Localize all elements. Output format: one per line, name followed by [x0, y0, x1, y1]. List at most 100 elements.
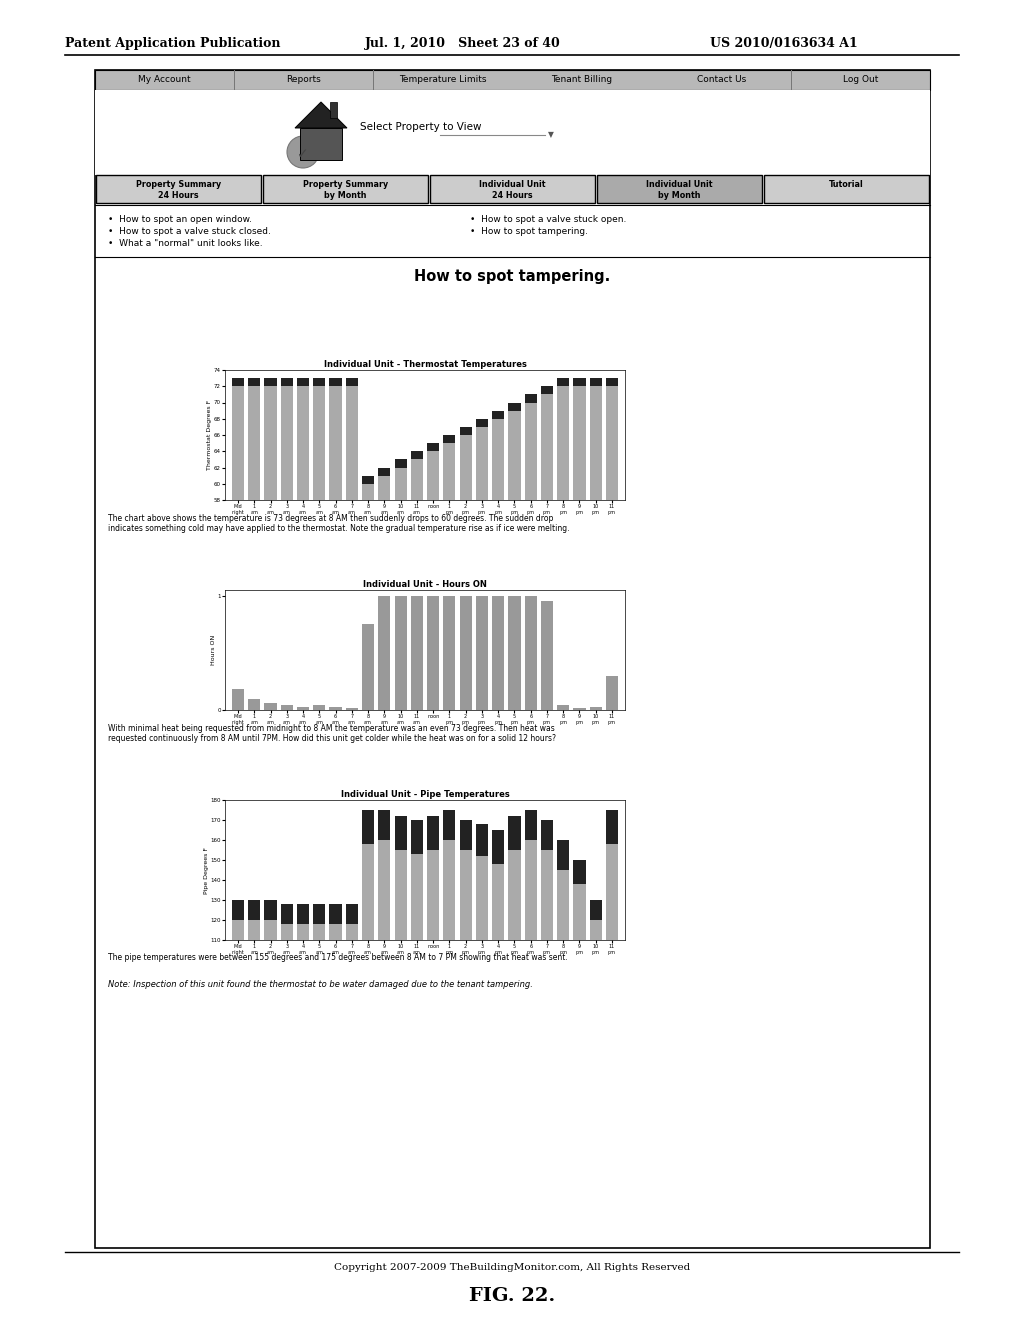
- Bar: [460, 850, 472, 940]
- Bar: [313, 904, 326, 940]
- Bar: [346, 708, 358, 710]
- Bar: [362, 810, 374, 940]
- Text: Log Out: Log Out: [843, 75, 879, 84]
- Bar: [493, 411, 504, 500]
- Text: Tutorial: Tutorial: [829, 180, 864, 189]
- Bar: [541, 602, 553, 710]
- Bar: [378, 467, 390, 500]
- Bar: [281, 378, 293, 500]
- Bar: [606, 843, 618, 940]
- Bar: [378, 840, 390, 940]
- Text: Patent Application Publication: Patent Application Publication: [65, 37, 281, 50]
- Bar: [573, 708, 586, 710]
- Bar: [346, 387, 358, 500]
- Text: Individual Unit: Individual Unit: [646, 180, 713, 189]
- Bar: [95, 70, 930, 1247]
- Bar: [362, 475, 374, 500]
- Text: The chart above shows the temperature is 73 degrees at 8 AM then suddenly drops : The chart above shows the temperature is…: [108, 513, 569, 533]
- Bar: [330, 387, 342, 500]
- Bar: [411, 459, 423, 500]
- Bar: [541, 820, 553, 940]
- Bar: [411, 595, 423, 710]
- Bar: [460, 426, 472, 500]
- Bar: [378, 810, 390, 940]
- Bar: [573, 884, 586, 940]
- Bar: [231, 920, 244, 940]
- Bar: [362, 843, 374, 940]
- Bar: [443, 810, 456, 940]
- Bar: [573, 378, 586, 500]
- Bar: [508, 816, 520, 940]
- Bar: [460, 595, 472, 710]
- Text: FIG. 22.: FIG. 22.: [469, 1287, 555, 1305]
- Text: How to spot tampering.: How to spot tampering.: [414, 269, 610, 284]
- Bar: [330, 904, 342, 940]
- Bar: [346, 924, 358, 940]
- Bar: [330, 706, 342, 710]
- Bar: [313, 705, 326, 710]
- Bar: [476, 418, 488, 500]
- Bar: [281, 904, 293, 940]
- Bar: [378, 595, 390, 710]
- Text: Property Summary: Property Summary: [303, 180, 388, 189]
- Bar: [557, 705, 569, 710]
- Bar: [281, 387, 293, 500]
- Bar: [264, 900, 276, 940]
- Bar: [493, 830, 504, 940]
- Bar: [427, 850, 439, 940]
- Text: 24 Hours: 24 Hours: [493, 191, 532, 201]
- Bar: [394, 459, 407, 500]
- Bar: [493, 595, 504, 710]
- Bar: [508, 411, 520, 500]
- Bar: [606, 810, 618, 940]
- Bar: [346, 904, 358, 940]
- Bar: [248, 698, 260, 710]
- Text: by Month: by Month: [325, 191, 367, 201]
- Bar: [411, 451, 423, 500]
- Bar: [557, 840, 569, 940]
- Bar: [557, 870, 569, 940]
- Title: Individual Unit - Hours ON: Individual Unit - Hours ON: [364, 581, 487, 589]
- Bar: [606, 676, 618, 710]
- Bar: [508, 850, 520, 940]
- Bar: [524, 840, 537, 940]
- Bar: [297, 924, 309, 940]
- Text: Property Summary: Property Summary: [136, 180, 221, 189]
- Bar: [313, 387, 326, 500]
- Bar: [248, 387, 260, 500]
- Bar: [427, 451, 439, 500]
- Text: Jul. 1, 2010   Sheet 23 of 40: Jul. 1, 2010 Sheet 23 of 40: [365, 37, 561, 50]
- Bar: [590, 900, 602, 940]
- Bar: [264, 920, 276, 940]
- Text: My Account: My Account: [138, 75, 190, 84]
- Text: ▼: ▼: [548, 131, 554, 140]
- Bar: [524, 403, 537, 500]
- Text: •  How to spot a valve stuck closed.: • How to spot a valve stuck closed.: [108, 227, 271, 236]
- Text: Select Property to View: Select Property to View: [360, 121, 481, 132]
- Text: 24 Hours: 24 Hours: [158, 191, 199, 201]
- Bar: [297, 706, 309, 710]
- Bar: [430, 176, 595, 203]
- Bar: [394, 595, 407, 710]
- Text: The pipe temperatures were between 155 degrees and 175 degrees between 8 AM to 7: The pipe temperatures were between 155 d…: [108, 953, 567, 962]
- Text: ✓: ✓: [297, 147, 309, 161]
- Bar: [443, 840, 456, 940]
- Text: •  How to spot a valve stuck open.: • How to spot a valve stuck open.: [470, 215, 627, 224]
- Bar: [394, 816, 407, 940]
- Bar: [231, 387, 244, 500]
- Bar: [427, 816, 439, 940]
- Text: Copyright 2007-2009 TheBuildingMonitor.com, All Rights Reserved: Copyright 2007-2009 TheBuildingMonitor.c…: [334, 1263, 690, 1272]
- Bar: [281, 705, 293, 710]
- Bar: [231, 689, 244, 710]
- Bar: [476, 426, 488, 500]
- Bar: [590, 706, 602, 710]
- Bar: [524, 395, 537, 500]
- Bar: [96, 176, 261, 203]
- Bar: [443, 444, 456, 500]
- Bar: [231, 900, 244, 940]
- Text: With minimal heat being requested from midnight to 8 AM the temperature was an e: With minimal heat being requested from m…: [108, 723, 556, 743]
- Bar: [330, 924, 342, 940]
- Bar: [597, 176, 762, 203]
- Bar: [557, 378, 569, 500]
- Bar: [394, 850, 407, 940]
